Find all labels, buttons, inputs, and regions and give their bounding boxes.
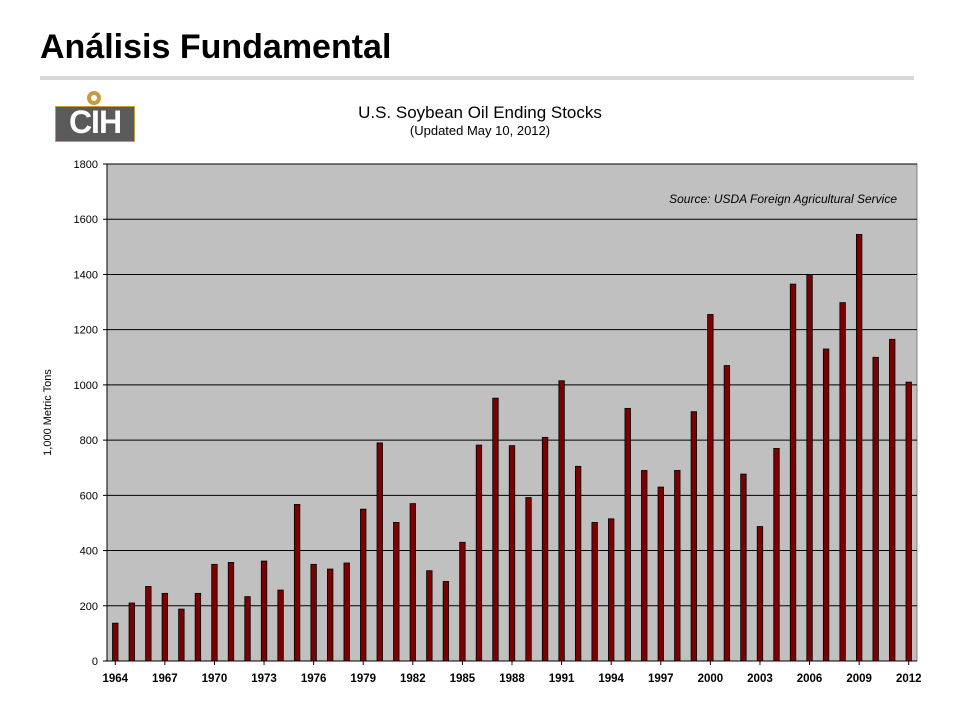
x-tick-label: 1967 (152, 673, 178, 685)
y-tick-label: 1000 (74, 380, 98, 392)
source-annotation: Source: USDA Foreign Agricultural Servic… (669, 192, 897, 206)
bar (293, 504, 301, 662)
bar (360, 508, 367, 662)
x-tick-label: 2012 (896, 673, 922, 685)
y-tick-label: 800 (80, 435, 98, 447)
bar (459, 541, 466, 662)
bar (624, 407, 631, 662)
bar (426, 570, 433, 662)
bar (112, 622, 119, 662)
bar (178, 608, 185, 662)
x-tick-label: 2003 (747, 673, 773, 685)
bar (839, 302, 846, 662)
x-tick-label: 1994 (598, 673, 624, 685)
bar (723, 365, 731, 662)
bar (756, 526, 764, 662)
bar (145, 586, 152, 662)
logo-emblem-icon (87, 91, 101, 105)
bar (657, 486, 664, 662)
x-tick-label: 1997 (648, 673, 674, 685)
bar (855, 234, 863, 662)
bar (558, 380, 565, 662)
bar (211, 563, 218, 662)
bar (194, 592, 202, 662)
x-tick-label: 1982 (400, 673, 426, 685)
bar (343, 562, 350, 662)
bar (161, 592, 169, 662)
x-tick-label: 1973 (251, 673, 277, 685)
y-tick-label: 600 (80, 490, 98, 502)
y-tick-label: 0 (92, 656, 98, 668)
x-tick-label: 1976 (301, 673, 327, 685)
bar (492, 397, 499, 662)
y-tick-label: 1600 (74, 214, 98, 226)
bar (641, 470, 648, 662)
bar (227, 562, 235, 662)
bar (128, 602, 135, 662)
y-axis-label: 1,000 Metric Tons (42, 369, 54, 456)
bar (690, 411, 697, 662)
bar (740, 473, 747, 662)
x-tick-label: 2000 (698, 673, 724, 685)
bar (260, 560, 268, 662)
x-tick-label: 1991 (549, 673, 575, 685)
bar (872, 356, 879, 662)
bar (608, 518, 615, 662)
bar (508, 445, 516, 662)
bar (244, 596, 251, 662)
bar (905, 381, 912, 662)
x-tick-label: 2006 (797, 673, 823, 685)
x-tick-label: 1979 (350, 673, 376, 685)
bar (475, 444, 483, 662)
bar (822, 348, 830, 662)
bar (525, 497, 532, 662)
y-tick-label: 200 (80, 601, 98, 613)
bar (773, 447, 780, 662)
y-tick-label: 400 (80, 546, 98, 558)
chart-subtitle: (Updated May 10, 2012) (409, 123, 551, 138)
bar (674, 470, 681, 662)
logo-text: CIH (68, 104, 122, 140)
bar (707, 314, 714, 662)
y-tick-label: 1200 (74, 325, 98, 337)
bar (889, 338, 896, 662)
x-tick-label: 1964 (102, 673, 128, 685)
chart-title: U.S. Soybean Oil Ending Stocks (358, 103, 602, 122)
y-tick-label: 1800 (74, 159, 98, 171)
y-tick-label: 1400 (74, 269, 98, 281)
bar (806, 274, 813, 662)
bar (277, 589, 284, 662)
bar (376, 442, 383, 662)
bar (327, 568, 334, 662)
x-tick-label: 1970 (202, 673, 228, 685)
bar (574, 465, 582, 662)
x-tick-label: 1988 (499, 673, 525, 685)
title-divider (40, 76, 914, 80)
bar (591, 521, 598, 662)
x-tick-label: 1985 (450, 673, 476, 685)
bar (789, 283, 797, 662)
x-tick-label: 2009 (846, 673, 872, 685)
slide-title: Análisis Fundamental (40, 28, 392, 66)
logo-plate (55, 106, 135, 142)
bar (409, 503, 416, 662)
bar (310, 563, 317, 662)
bar (442, 581, 450, 662)
bar (393, 521, 400, 662)
bar (541, 436, 549, 662)
